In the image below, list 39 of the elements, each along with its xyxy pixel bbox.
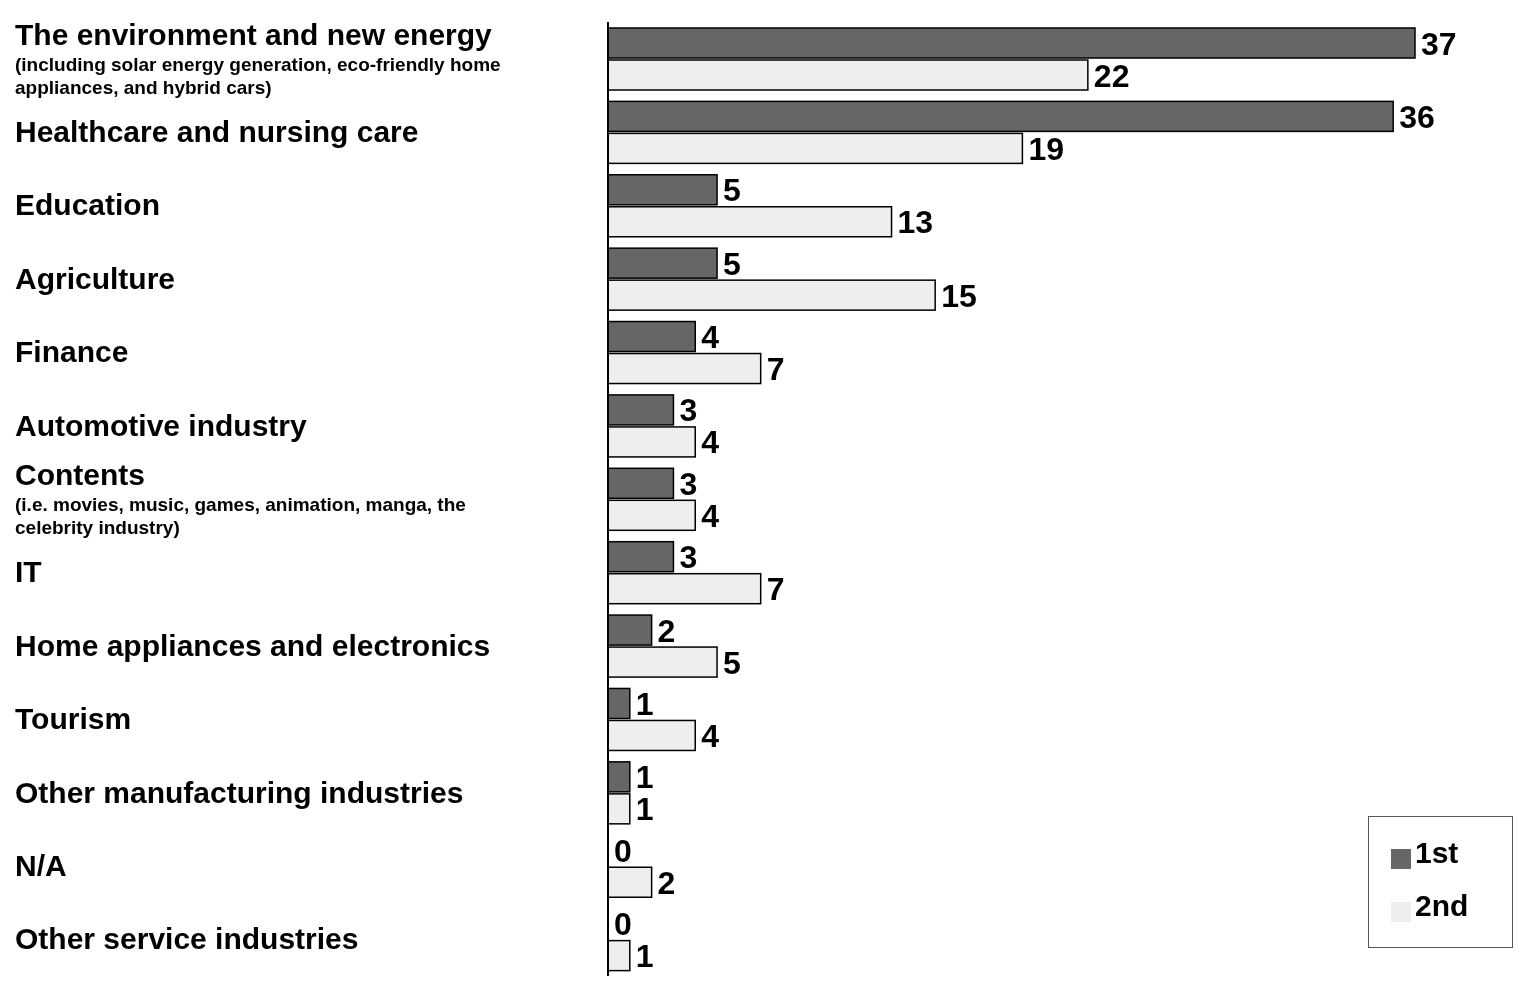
data-label: 1 [635,938,654,975]
data-label: 5 [723,644,741,681]
y-tick-label: IT [15,555,42,589]
y-tick-label: Other service industries [15,922,359,956]
y-tick-label: Tourism [15,702,132,736]
y-tick-label: Contents (i.e. movies, music, games, animation, manga, the celebrity industry) [15,458,466,538]
data-label: 13 [897,204,934,241]
data-label: 3 [679,465,698,502]
data-label: 5 [723,172,741,209]
data-label: 7 [766,351,785,388]
data-label: 4 [701,717,720,754]
data-label: 36 [1399,98,1435,135]
data-label: 3 [679,539,698,576]
data-label: 37 [1421,25,1457,62]
y-tick-label: N/A [15,848,67,882]
data-label: 0 [614,906,632,943]
y-tick-label: Finance [15,335,129,369]
data-label: 1 [635,685,654,722]
data-label: 3 [679,392,698,429]
y-tick-label: Other manufacturing industries [15,775,464,809]
y-tick-label: Automotive industry [15,408,307,442]
y-tick-label: Home appliances and electronics [15,628,491,662]
data-label: 7 [766,571,785,608]
data-label: 2 [657,612,676,649]
y-tick-label: Agriculture [15,261,176,295]
data-label: 0 [614,832,632,869]
data-label: 4 [701,424,720,461]
y-tick-label: The environment and new energy (including solar energy generation, eco-friendly home appliances, and hybrid cars) [15,17,501,98]
y-tick-label: Healthcare and nursing care [15,115,419,149]
data-label: 15 [941,277,977,314]
data-label: 4 [701,497,720,534]
data-label: 2 [657,864,676,901]
data-label: 5 [723,245,741,282]
data-label: 19 [1028,130,1064,167]
legend-label: 2nd [1415,889,1469,922]
data-label: 4 [701,319,720,356]
legend-label: 1st [1415,836,1459,869]
data-label: 22 [1093,57,1130,94]
y-tick-label: Education [15,188,161,222]
